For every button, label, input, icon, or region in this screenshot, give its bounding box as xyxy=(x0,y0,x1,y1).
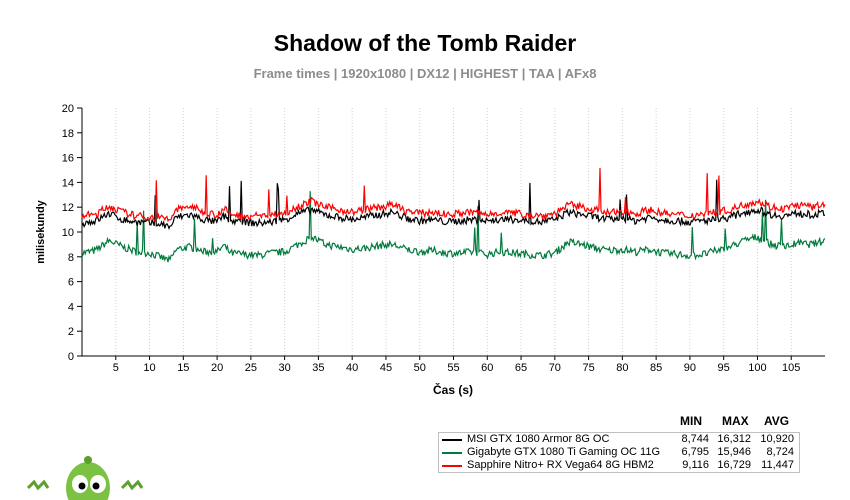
legend-avg: 11,447 xyxy=(761,459,794,471)
y-tick-label: 12 xyxy=(62,202,74,214)
legend-row-gigabyte: Gigabyte GTX 1080 Ti Gaming OC 11G 6,795… xyxy=(439,446,799,459)
legend-min: 9,116 xyxy=(682,459,709,471)
y-tick-label: 8 xyxy=(68,252,74,264)
axes: 5 10 15 20 25 30 35 40 45 50 55 60 65 70 75 80 85 90 95 100… xyxy=(62,103,825,374)
legend-label: Sapphire Nitro+ RX Vega64 8G HBM2 xyxy=(467,459,654,471)
legend-label: Gigabyte GTX 1080 Ti Gaming OC 11G xyxy=(467,446,660,458)
legend-row-sapphire: Sapphire Nitro+ RX Vega64 8G HBM2 9,116 … xyxy=(439,459,799,472)
gridlines xyxy=(115,108,792,356)
frame-time-chart: 5 10 15 20 25 30 35 40 45 50 55 60 65 70 75 80 85 90 95 100… xyxy=(35,103,826,397)
series-line-3 xyxy=(81,167,826,223)
x-tick-label: 85 xyxy=(650,362,662,374)
legend-rows: MSI GTX 1080 Armor 8G OC 8,744 16,312 10… xyxy=(438,432,800,473)
y-tick-label: 20 xyxy=(62,103,74,115)
x-tick-label: 15 xyxy=(177,362,189,374)
x-tick-label: 5 xyxy=(113,362,119,374)
legend-swatch xyxy=(442,465,462,467)
y-tick-label: 0 xyxy=(68,351,74,363)
x-tick-label: 75 xyxy=(582,362,594,374)
legend-max: 16,729 xyxy=(717,459,751,471)
x-tick-label: 10 xyxy=(143,362,155,374)
y-tick-label: 2 xyxy=(68,326,74,338)
x-tick-label: 45 xyxy=(380,362,392,374)
x-tick-label: 60 xyxy=(481,362,493,374)
mascot-logo xyxy=(26,456,144,500)
x-tick-label: 100 xyxy=(748,362,766,374)
y-tick-label: 14 xyxy=(62,177,74,189)
y-tick-label: 10 xyxy=(62,227,74,239)
x-tick-label: 70 xyxy=(549,362,561,374)
y-axis-label: milisekundy xyxy=(35,199,47,263)
x-tick-label: 35 xyxy=(312,362,324,374)
legend-avg: 10,920 xyxy=(760,433,794,445)
x-tick-label: 30 xyxy=(279,362,291,374)
x-tick-label: 40 xyxy=(346,362,358,374)
y-tick-label: 4 xyxy=(68,301,74,313)
series-line-2 xyxy=(81,191,826,263)
x-tick-label: 55 xyxy=(447,362,459,374)
legend-row-msi: MSI GTX 1080 Armor 8G OC 8,744 16,312 10… xyxy=(439,433,799,446)
x-tick-label: 50 xyxy=(414,362,426,374)
x-tick-label: 65 xyxy=(515,362,527,374)
y-tick-label: 16 xyxy=(62,153,74,165)
x-tick-label: 90 xyxy=(684,362,696,374)
chart-subtitle: Frame times | 1920x1080 | DX12 | HIGHEST… xyxy=(253,66,597,81)
y-tick-label: 18 xyxy=(62,128,74,140)
x-tick-label: 20 xyxy=(211,362,223,374)
legend-swatch xyxy=(442,439,462,441)
x-tick-label: 25 xyxy=(245,362,257,374)
avg-header: AVG xyxy=(764,414,790,428)
legend-max: 15,946 xyxy=(717,446,751,458)
y-tick-label: 6 xyxy=(68,277,74,289)
legend-min: 8,744 xyxy=(681,433,709,445)
legend-max: 16,312 xyxy=(717,433,751,445)
legend-swatch xyxy=(442,452,462,454)
x-tick-label: 105 xyxy=(782,362,800,374)
legend-avg: 8,724 xyxy=(766,446,794,458)
x-tick-label: 80 xyxy=(616,362,628,374)
x-axis-label: Čas (s) xyxy=(433,382,473,397)
chart-title: Shadow of the Tomb Raider xyxy=(273,30,577,56)
series-line-1 xyxy=(81,179,826,231)
legend-min: 6,795 xyxy=(681,446,709,458)
series-lines xyxy=(81,167,826,263)
min-header: MIN xyxy=(680,414,702,428)
max-header: MAX xyxy=(722,414,749,428)
legend-label: MSI GTX 1080 Armor 8G OC xyxy=(467,433,610,445)
x-tick-label: 95 xyxy=(718,362,730,374)
